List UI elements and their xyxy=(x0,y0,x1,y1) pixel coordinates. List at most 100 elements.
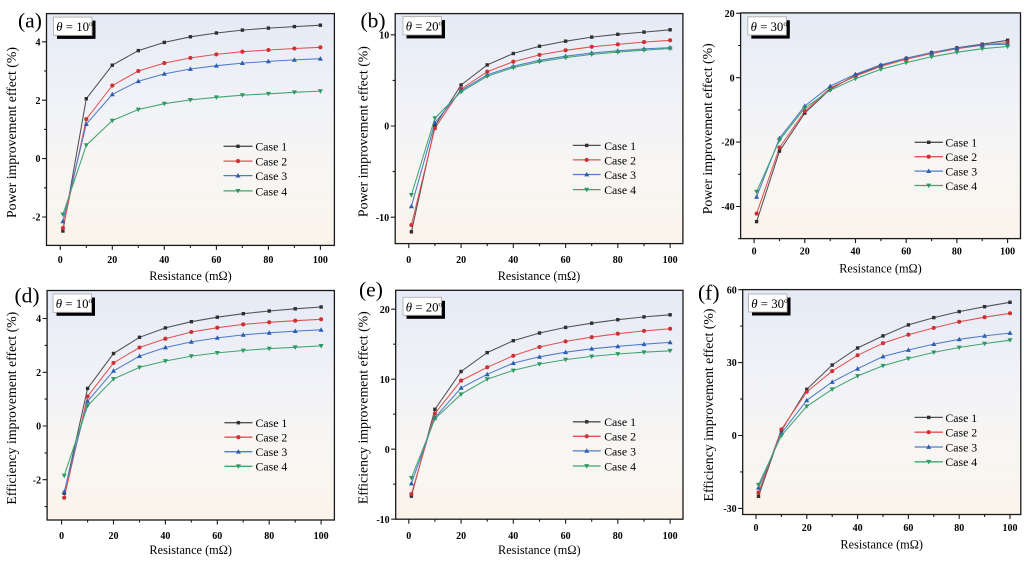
svg-text:-10: -10 xyxy=(376,213,389,224)
svg-text:Case 4: Case 4 xyxy=(945,455,977,469)
svg-text:100: 100 xyxy=(663,255,678,266)
svg-text:40: 40 xyxy=(159,255,169,266)
svg-text:(e): (e) xyxy=(359,278,383,302)
svg-text:Case 3: Case 3 xyxy=(604,444,636,458)
svg-text:100: 100 xyxy=(1003,523,1018,534)
svg-text:0: 0 xyxy=(58,255,63,266)
svg-text:Case 2: Case 2 xyxy=(604,153,636,167)
svg-text:Case 1: Case 1 xyxy=(604,139,636,153)
svg-text:Case 2: Case 2 xyxy=(604,430,636,444)
svg-text:(d): (d) xyxy=(15,284,40,308)
svg-text:Case 2: Case 2 xyxy=(255,155,287,169)
svg-text:-2: -2 xyxy=(32,213,40,224)
svg-text:θ = 30o: θ = 30o xyxy=(751,296,788,311)
svg-text:Case 3: Case 3 xyxy=(255,169,287,183)
svg-text:0: 0 xyxy=(752,247,757,258)
svg-text:40: 40 xyxy=(508,255,518,266)
svg-text:θ = 20o: θ = 20o xyxy=(406,19,443,34)
svg-text:-2: -2 xyxy=(33,475,41,486)
svg-text:Case 4: Case 4 xyxy=(255,184,287,198)
svg-text:-40: -40 xyxy=(721,202,734,213)
svg-text:0: 0 xyxy=(385,445,390,456)
svg-text:Case 2: Case 2 xyxy=(256,431,288,445)
svg-text:θ = 10o: θ = 10o xyxy=(56,296,93,311)
svg-text:100: 100 xyxy=(313,255,328,266)
svg-text:80: 80 xyxy=(954,523,964,534)
svg-text:0: 0 xyxy=(730,73,735,84)
svg-text:Efficiency improvement effect: Efficiency improvement effect (%) xyxy=(701,309,717,502)
svg-text:0: 0 xyxy=(754,523,759,534)
svg-text:(f): (f) xyxy=(698,281,719,305)
svg-text:θ = 30o: θ = 30o xyxy=(751,19,788,34)
svg-text:20: 20 xyxy=(456,531,466,542)
svg-text:Case 1: Case 1 xyxy=(604,415,636,429)
svg-text:60: 60 xyxy=(561,531,571,542)
svg-text:40: 40 xyxy=(160,531,170,542)
svg-text:20: 20 xyxy=(800,247,810,258)
svg-text:80: 80 xyxy=(613,255,623,266)
svg-text:60: 60 xyxy=(903,523,913,534)
svg-text:Case 1: Case 1 xyxy=(945,136,977,150)
svg-text:60: 60 xyxy=(727,285,737,296)
svg-text:Case 3: Case 3 xyxy=(604,168,636,182)
svg-text:Case 2: Case 2 xyxy=(945,150,977,164)
svg-text:Efficiency improvement effect: Efficiency improvement effect (%) xyxy=(4,312,20,505)
svg-text:20: 20 xyxy=(802,523,812,534)
svg-text:100: 100 xyxy=(1000,247,1015,258)
svg-text:Case 4: Case 4 xyxy=(604,183,636,197)
svg-text:Resistance (mΩ): Resistance (mΩ) xyxy=(149,269,232,283)
svg-text:2: 2 xyxy=(36,368,41,379)
svg-text:4: 4 xyxy=(36,314,41,325)
svg-text:0: 0 xyxy=(36,422,41,433)
svg-text:60: 60 xyxy=(211,255,221,266)
svg-text:Case 4: Case 4 xyxy=(945,179,977,193)
svg-text:20: 20 xyxy=(725,9,735,20)
svg-text:60: 60 xyxy=(212,531,222,542)
svg-text:Case 3: Case 3 xyxy=(256,445,288,459)
svg-text:Resistance (mΩ): Resistance (mΩ) xyxy=(840,538,923,552)
svg-text:-30: -30 xyxy=(723,504,736,515)
svg-text:20: 20 xyxy=(380,305,390,316)
svg-text:100: 100 xyxy=(663,531,678,542)
svg-text:Case 1: Case 1 xyxy=(255,140,287,154)
svg-text:10: 10 xyxy=(379,30,389,41)
svg-text:60: 60 xyxy=(561,255,571,266)
svg-text:30: 30 xyxy=(727,358,737,369)
svg-text:2: 2 xyxy=(36,96,41,107)
svg-text:80: 80 xyxy=(263,255,273,266)
svg-text:-10: -10 xyxy=(376,515,389,526)
svg-text:Case 3: Case 3 xyxy=(945,440,977,454)
svg-text:0: 0 xyxy=(36,154,41,165)
svg-text:Power improvement effect (%): Power improvement effect (%) xyxy=(4,47,20,218)
svg-text:θ = 10o: θ = 10o xyxy=(56,19,93,34)
svg-text:Resistance (mΩ): Resistance (mΩ) xyxy=(149,543,232,557)
svg-text:0: 0 xyxy=(59,531,64,542)
svg-text:80: 80 xyxy=(952,247,962,258)
svg-text:4: 4 xyxy=(36,37,41,48)
svg-text:80: 80 xyxy=(264,531,274,542)
svg-text:Resistance (mΩ): Resistance (mΩ) xyxy=(839,262,922,276)
svg-text:Case 1: Case 1 xyxy=(256,416,288,430)
svg-text:10: 10 xyxy=(380,375,390,386)
svg-text:20: 20 xyxy=(107,255,117,266)
svg-text:100: 100 xyxy=(314,531,329,542)
svg-text:Power improvement effect (%): Power improvement effect (%) xyxy=(700,43,716,214)
svg-text:Case 1: Case 1 xyxy=(945,411,977,425)
svg-text:Case 2: Case 2 xyxy=(945,426,977,440)
svg-text:Resistance (mΩ): Resistance (mΩ) xyxy=(498,543,581,557)
svg-text:-20: -20 xyxy=(721,138,734,149)
svg-text:(b): (b) xyxy=(361,9,386,33)
svg-text:40: 40 xyxy=(508,531,518,542)
svg-text:Efficiency improvement effect: Efficiency improvement effect (%) xyxy=(356,311,372,504)
svg-text:Case 4: Case 4 xyxy=(256,460,288,474)
svg-text:Case 4: Case 4 xyxy=(604,459,636,473)
svg-text:Case 3: Case 3 xyxy=(945,165,977,179)
svg-text:40: 40 xyxy=(853,523,863,534)
svg-text:40: 40 xyxy=(851,247,861,258)
svg-text:0: 0 xyxy=(732,431,737,442)
svg-text:0: 0 xyxy=(406,531,411,542)
svg-text:θ = 20o: θ = 20o xyxy=(406,299,443,314)
svg-text:Resistance (mΩ): Resistance (mΩ) xyxy=(498,269,581,283)
svg-text:(a): (a) xyxy=(18,9,42,33)
svg-text:Power improvement effect (%): Power improvement effect (%) xyxy=(356,46,372,217)
